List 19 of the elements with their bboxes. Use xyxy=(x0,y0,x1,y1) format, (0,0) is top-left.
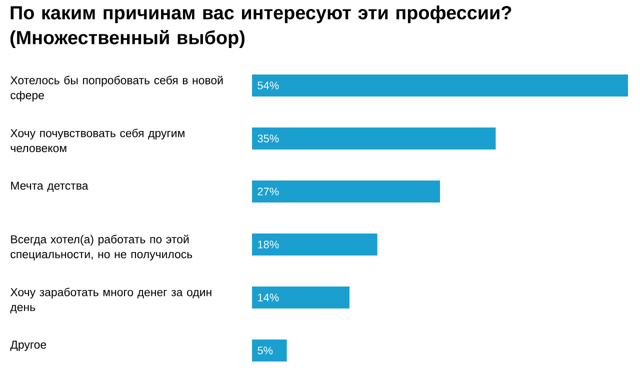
bar xyxy=(252,234,378,256)
bar xyxy=(252,74,628,97)
data-label: 35% xyxy=(258,134,279,142)
data-label: 18% xyxy=(258,240,279,248)
chart-title: По каким причинам вас интересуют эти профессии? (Множественный выбор) xyxy=(10,6,512,48)
y-tick-label: Хотелось бы попробовать себя в новой сфере xyxy=(10,76,223,102)
y-tick-label: Хочу заработать много денег за один день xyxy=(10,288,212,314)
bar xyxy=(252,180,440,203)
y-tick-label: Всегда хотел(а) работать по этой специальности, но не получилось xyxy=(10,234,192,261)
bar xyxy=(252,128,496,150)
bar xyxy=(252,340,287,362)
data-label: 54% xyxy=(258,82,279,90)
data-label: 5% xyxy=(258,346,273,354)
y-tick-label: Другое xyxy=(10,340,46,351)
y-tick-label: Хочу почувствовать себя другим человеком xyxy=(10,128,184,152)
y-tick-label: Мечта детства xyxy=(11,182,88,192)
data-label: 14% xyxy=(258,294,279,302)
bar xyxy=(252,286,350,309)
data-label: 27% xyxy=(258,188,279,196)
